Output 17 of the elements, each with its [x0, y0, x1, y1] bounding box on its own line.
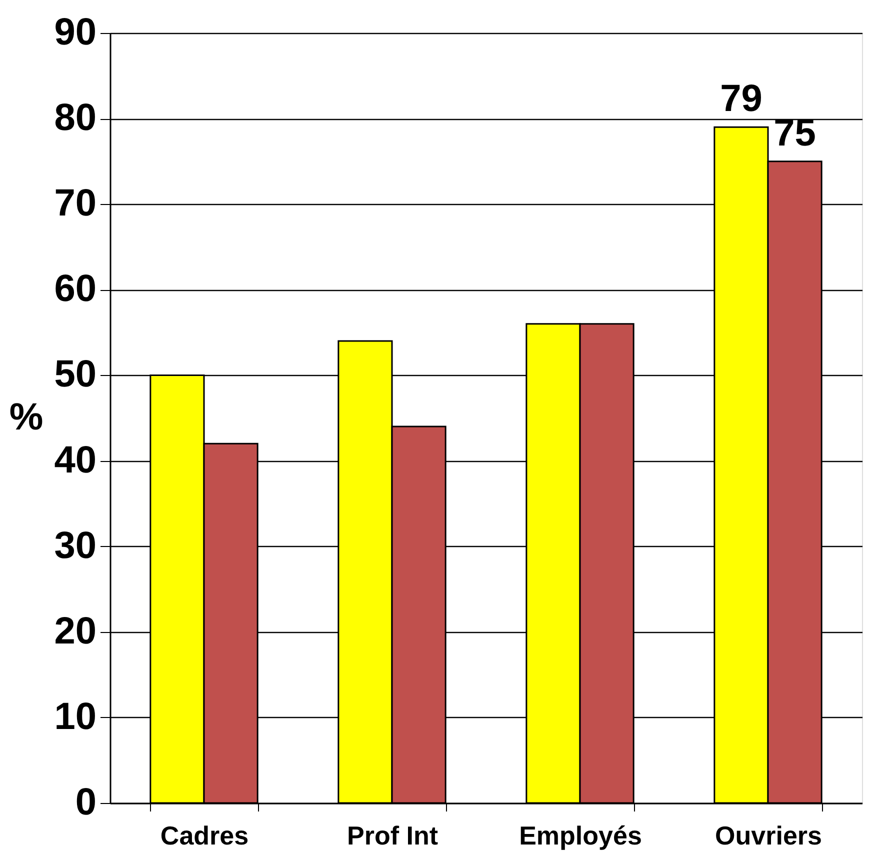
x-tick-label: Ouvriers — [715, 820, 822, 850]
y-tick-label: 60 — [54, 268, 96, 310]
x-tick-label: Prof Int — [347, 820, 438, 850]
y-axis-title: % — [9, 396, 44, 438]
y-tick-label: 50 — [54, 354, 96, 396]
y-tick-label: 40 — [54, 439, 96, 482]
y-tick-label: 20 — [54, 610, 96, 652]
y-tick-label: 70 — [54, 182, 96, 225]
x-tick-label: Cadres — [160, 820, 249, 850]
data-label: 75 — [774, 112, 816, 154]
y-tick-label: 10 — [54, 696, 96, 738]
y-tick-label: 0 — [75, 782, 96, 824]
y-tick-label: 80 — [54, 97, 96, 140]
x-tick-label: Employés — [519, 820, 642, 850]
y-tick-label: 90 — [54, 12, 96, 54]
data-label: 79 — [720, 78, 762, 120]
y-tick-label: 30 — [54, 524, 96, 567]
